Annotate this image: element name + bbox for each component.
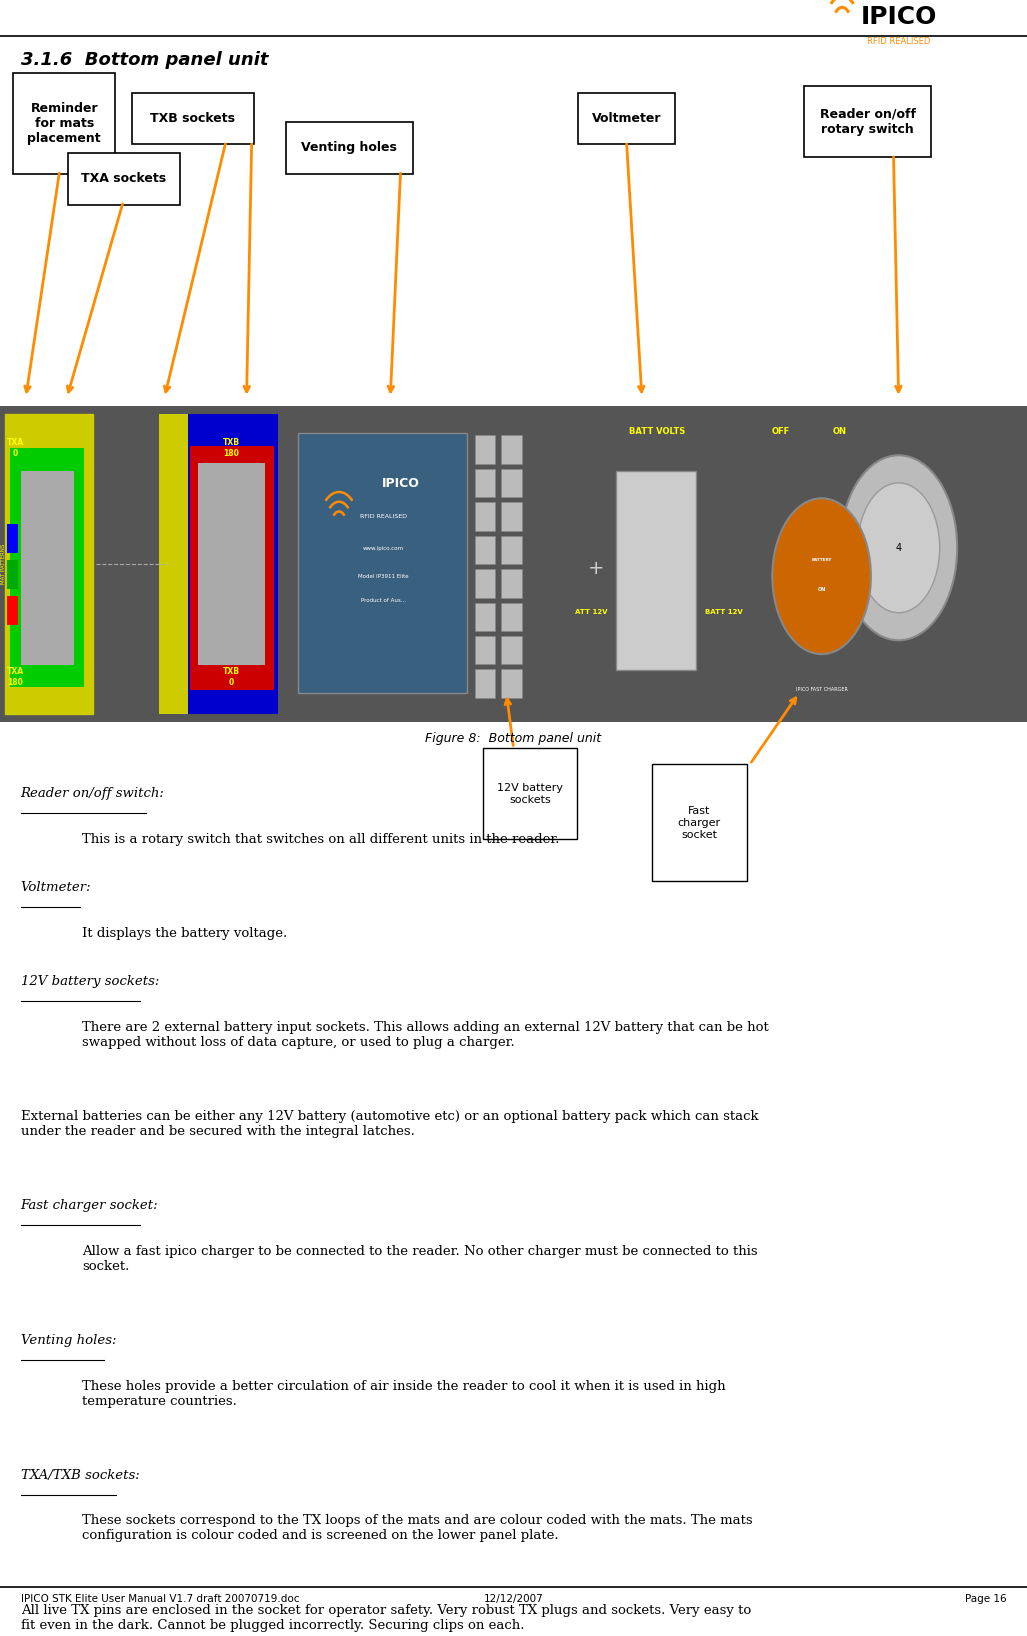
Text: RFID REALISED: RFID REALISED [359,514,407,519]
Bar [190,447,274,690]
Text: There are 2 external battery input sockets. This allows adding an external 12V b: There are 2 external battery input socke… [82,1021,769,1049]
Text: Fast
charger
socket: Fast charger socket [678,807,721,839]
Text: 12V battery sockets:: 12V battery sockets: [21,975,159,988]
Bar [483,748,577,839]
Bar [298,434,467,694]
Text: ATT 12V: ATT 12V [575,609,608,615]
Bar [198,463,265,666]
Bar [21,471,74,666]
Circle shape [840,455,957,640]
Text: BATT VOLTS: BATT VOLTS [630,427,685,435]
Text: Voltmeter:: Voltmeter: [21,882,91,895]
Text: Reader on/off
rotary switch: Reader on/off rotary switch [820,108,916,136]
Text: Reminder
for mats
placement: Reminder for mats placement [28,101,101,146]
Text: Venting holes:: Venting holes: [21,1335,116,1346]
FancyBboxPatch shape [578,93,675,144]
Text: Figure 8:  Bottom panel unit: Figure 8: Bottom panel unit [425,731,602,744]
Text: +: + [587,558,604,578]
Text: TXA/TXB sockets:: TXA/TXB sockets: [21,1469,140,1482]
Bar [474,535,495,564]
Bar [474,602,495,631]
Text: OFF: OFF [771,427,790,435]
Text: MAT PATTERNS: MAT PATTERNS [1,543,6,584]
Text: These holes provide a better circulation of air inside the reader to cool it whe: These holes provide a better circulation… [82,1379,726,1407]
Text: These sockets correspond to the TX loops of the mats and are colour coded with t: These sockets correspond to the TX loops… [82,1515,753,1543]
Text: This is a rotary switch that switches on all different units in the reader.: This is a rotary switch that switches on… [82,833,560,846]
Text: IPICO: IPICO [861,5,937,29]
FancyBboxPatch shape [804,87,931,157]
Text: External batteries can be either any 12V battery (automotive etc) or an optional: External batteries can be either any 12V… [21,1111,758,1139]
Text: ON: ON [833,427,847,435]
Text: TXB
180: TXB 180 [223,438,239,458]
Text: TXA
180: TXA 180 [7,667,24,687]
Text: Allow a fast ipico charger to be connected to the reader. No other charger must : Allow a fast ipico charger to be connect… [82,1245,758,1273]
Bar [501,569,522,597]
Text: ON: ON [817,587,826,592]
Text: BATTERY: BATTERY [811,558,832,563]
Bar [474,669,495,699]
Bar [501,468,522,497]
Text: Venting holes: Venting holes [301,141,397,154]
Text: RFID REALISED: RFID REALISED [867,38,930,46]
Text: Product of Aus...: Product of Aus... [360,599,406,604]
Text: 12/12/2007: 12/12/2007 [484,1593,543,1603]
Bar [188,414,278,715]
FancyBboxPatch shape [131,93,254,144]
FancyBboxPatch shape [13,74,115,173]
Text: TXB
0: TXB 0 [223,667,239,687]
Text: www.ipico.com: www.ipico.com [363,546,404,551]
Text: TXA sockets: TXA sockets [81,172,166,185]
Text: Fast charger socket:: Fast charger socket: [21,1199,158,1212]
Bar [474,435,495,463]
Text: BATT 12V: BATT 12V [705,609,743,615]
Bar [474,636,495,664]
Bar [501,535,522,564]
Text: Voltmeter: Voltmeter [592,111,661,124]
Text: Reader on/off switch:: Reader on/off switch: [21,787,164,800]
Bar [7,560,17,589]
Bar [7,524,17,553]
Circle shape [858,483,940,614]
Text: Page 16: Page 16 [964,1593,1006,1603]
Text: IPICO FAST CHARGER: IPICO FAST CHARGER [796,687,847,692]
Bar [616,471,696,671]
Text: 12V battery
sockets: 12V battery sockets [497,784,563,805]
Text: IPICO STK Elite User Manual V1.7 draft 20070719.doc: IPICO STK Elite User Manual V1.7 draft 2… [21,1593,299,1603]
Text: TXB sockets: TXB sockets [150,111,235,124]
Bar [501,669,522,699]
Bar [10,448,84,687]
Bar [159,414,188,715]
Text: TXA
0: TXA 0 [7,438,24,458]
FancyBboxPatch shape [68,152,180,204]
Bar [474,468,495,497]
Bar [5,414,92,715]
Bar [501,435,522,463]
FancyBboxPatch shape [286,121,413,173]
Bar [474,502,495,530]
Bar [7,596,17,625]
Bar [0,406,1027,721]
Bar [501,602,522,631]
Text: All live TX pins are enclosed in the socket for operator safety. Very robust TX : All live TX pins are enclosed in the soc… [21,1603,751,1631]
Bar [501,502,522,530]
Bar [501,636,522,664]
Text: 3.1.6  Bottom panel unit: 3.1.6 Bottom panel unit [21,51,268,69]
Text: IPICO: IPICO [382,478,420,491]
Text: Model IP3911 Elite: Model IP3911 Elite [357,574,409,579]
Text: 4: 4 [896,543,902,553]
Text: It displays the battery voltage.: It displays the battery voltage. [82,928,288,939]
Bar [652,764,747,882]
Circle shape [772,499,871,654]
Bar [474,569,495,597]
